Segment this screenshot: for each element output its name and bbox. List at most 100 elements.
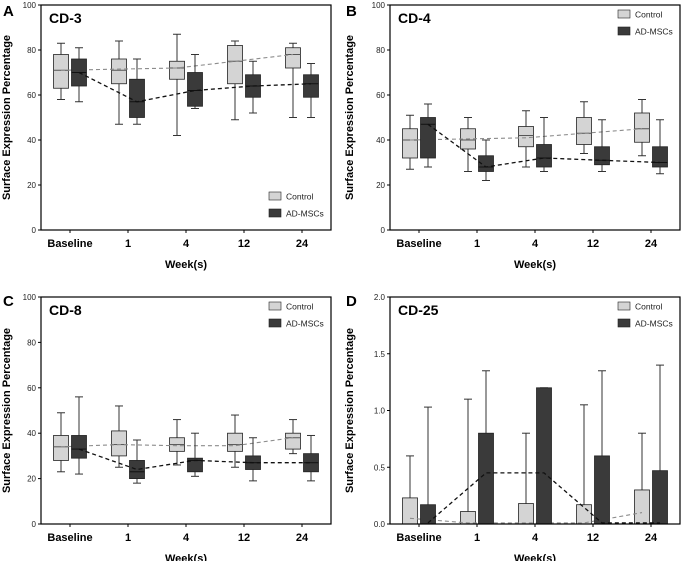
series-ad-mscs xyxy=(71,396,319,484)
plot-frame xyxy=(389,296,681,525)
box xyxy=(111,430,127,457)
legend-label: AD-MSCs xyxy=(286,319,324,329)
y-tick-label: 1.0 xyxy=(374,407,386,416)
x-tick-label: Baseline xyxy=(47,238,92,250)
x-tick-label: 4 xyxy=(183,532,190,544)
y-tick-label: 80 xyxy=(27,46,36,55)
series-control xyxy=(53,33,301,136)
legend-swatch xyxy=(268,191,282,201)
panel-b: B CD-4 Surface Expression Percentage Week(s… xyxy=(344,1,681,271)
box xyxy=(576,117,592,145)
y-tick-label: 60 xyxy=(27,91,36,100)
x-tick-label: 24 xyxy=(645,238,658,250)
box xyxy=(478,155,494,172)
series-control xyxy=(53,405,301,473)
box xyxy=(303,74,319,98)
panel-letter: A xyxy=(3,3,14,20)
trend-line xyxy=(60,437,294,448)
y-tick-label: 60 xyxy=(27,384,36,393)
y-tick-label: 40 xyxy=(27,429,36,438)
legend-swatch xyxy=(617,318,631,328)
y-tick-label: 20 xyxy=(376,181,385,190)
y-axis-label: Surface Expression Percentage xyxy=(344,328,356,493)
series-control xyxy=(402,398,650,525)
y-tick-label: 1.5 xyxy=(374,350,386,359)
series-ad-mscs xyxy=(420,103,668,181)
bar xyxy=(652,470,668,525)
panel-letter: C xyxy=(3,293,14,310)
box xyxy=(652,146,668,168)
y-tick-label: 60 xyxy=(376,91,385,100)
x-tick-label: Baseline xyxy=(47,532,92,544)
panel-title: CD-8 xyxy=(49,302,82,318)
legend-label: AD-MSCs xyxy=(635,319,673,329)
bar xyxy=(536,387,552,525)
box xyxy=(420,117,436,159)
legend-label: Control xyxy=(286,302,314,312)
legend: Control AD-MSCs xyxy=(617,301,673,329)
box xyxy=(402,128,418,159)
y-tick-label: 100 xyxy=(372,1,386,10)
panel-d: D CD-25 Surface Expression Percentage Week(… xyxy=(344,293,681,561)
box xyxy=(129,78,145,118)
legend-swatch xyxy=(268,208,282,218)
legend-label: Control xyxy=(635,302,663,312)
x-tick-label: 24 xyxy=(296,238,309,250)
y-tick-label: 0.5 xyxy=(374,463,386,472)
series-ad-mscs xyxy=(71,47,319,125)
legend-swatch xyxy=(617,9,631,19)
panel-a: A CD-3 Surface Expression Percentage Week(s… xyxy=(1,1,332,271)
legend: Control AD-MSCs xyxy=(268,191,324,219)
plot-frame xyxy=(40,296,332,525)
legend-label: Control xyxy=(286,192,314,202)
x-tick-label: 1 xyxy=(474,238,480,250)
bar xyxy=(420,504,436,525)
x-tick-label: 4 xyxy=(183,238,190,250)
legend: Control AD-MSCs xyxy=(617,9,673,37)
box xyxy=(634,112,650,143)
x-tick-label: 4 xyxy=(532,532,539,544)
x-axis-label: Week(s) xyxy=(165,553,207,561)
y-tick-label: 80 xyxy=(27,338,36,347)
panel-letter: D xyxy=(346,293,357,310)
legend-label: AD-MSCs xyxy=(286,209,324,219)
x-tick-label: 24 xyxy=(296,532,309,544)
plot-frame xyxy=(40,4,332,231)
series-control xyxy=(402,99,650,172)
y-tick-label: 80 xyxy=(376,46,385,55)
x-tick-label: 1 xyxy=(125,532,131,544)
trend-line xyxy=(427,472,660,524)
box xyxy=(169,60,185,80)
y-axis-label: Surface Expression Percentage xyxy=(1,35,13,200)
y-tick-label: 20 xyxy=(27,475,36,484)
bar xyxy=(518,503,534,525)
series-ad-mscs xyxy=(420,364,668,525)
panel-letter: B xyxy=(346,3,357,20)
panel-title: CD-3 xyxy=(49,10,82,26)
x-tick-label: 24 xyxy=(645,532,658,544)
y-tick-label: 0 xyxy=(381,226,386,235)
y-tick-label: 20 xyxy=(27,181,36,190)
panel-title: CD-25 xyxy=(398,302,439,318)
bar xyxy=(634,489,650,525)
y-tick-label: 40 xyxy=(376,136,385,145)
x-tick-label: 1 xyxy=(125,238,131,250)
box xyxy=(227,432,243,452)
y-axis-label: Surface Expression Percentage xyxy=(344,35,356,200)
box xyxy=(187,72,203,107)
trend-line xyxy=(409,512,643,524)
box xyxy=(71,435,87,459)
trend-line xyxy=(60,53,294,71)
legend-swatch xyxy=(617,301,631,311)
y-tick-label: 0 xyxy=(32,226,37,235)
x-tick-label: 12 xyxy=(238,532,250,544)
legend-swatch xyxy=(617,26,631,36)
legend-label: Control xyxy=(635,10,663,20)
bar xyxy=(594,455,610,525)
y-tick-label: 100 xyxy=(23,1,37,10)
legend-swatch xyxy=(268,301,282,311)
legend-swatch xyxy=(268,318,282,328)
y-tick-label: 100 xyxy=(23,293,37,302)
box xyxy=(129,460,145,480)
